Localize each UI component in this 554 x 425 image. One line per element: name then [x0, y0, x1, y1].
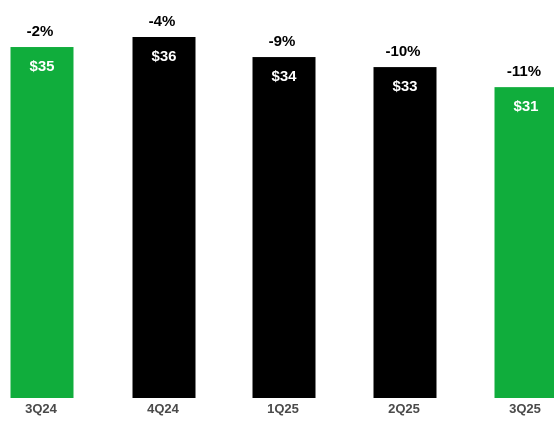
bar-value-label: $33: [392, 78, 417, 95]
bar-value-label: $34: [271, 68, 297, 85]
bar-4q24: [133, 37, 196, 398]
change-percent-label: -2%: [27, 23, 54, 40]
change-percent-label: -9%: [269, 33, 296, 50]
category-label: 1Q25: [267, 401, 299, 416]
bar-2q25: [374, 67, 437, 398]
change-percent-label: -4%: [149, 13, 176, 30]
bar-value-label: $35: [29, 58, 54, 75]
category-label: 4Q24: [147, 401, 180, 416]
bar-value-label: $31: [513, 98, 538, 115]
bar-value-label: $36: [151, 48, 176, 65]
bar-1q25: [253, 57, 316, 398]
category-label: 3Q25: [509, 401, 541, 416]
category-label: 3Q24: [25, 401, 58, 416]
change-percent-label: -10%: [385, 43, 420, 60]
change-percent-label: -11%: [507, 63, 541, 80]
bar-3q24: [11, 47, 74, 398]
category-label: 2Q25: [388, 401, 420, 416]
bar-3q25: [495, 87, 554, 398]
